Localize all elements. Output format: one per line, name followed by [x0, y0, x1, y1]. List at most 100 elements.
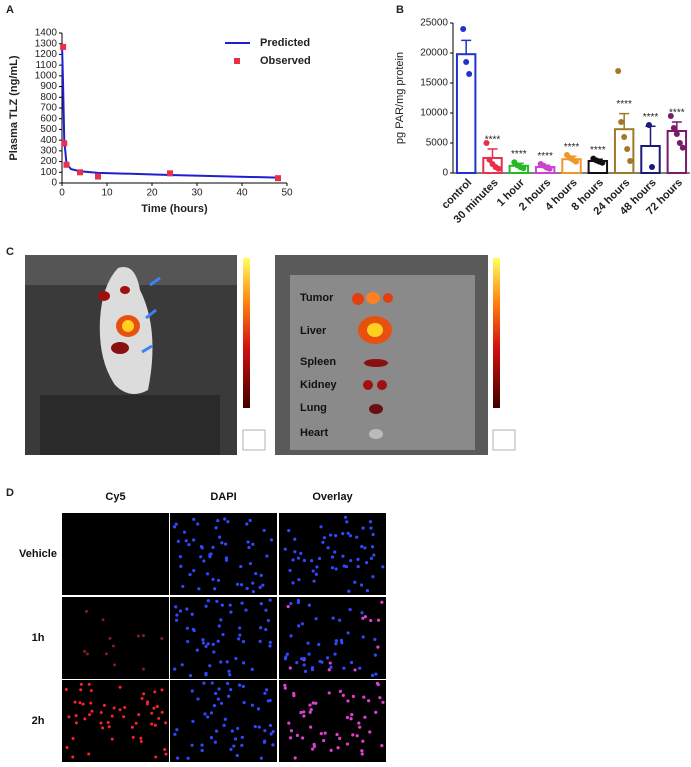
cell: [237, 637, 241, 641]
y-tick-label: 300: [40, 145, 57, 156]
cell: [363, 615, 367, 619]
cell: [291, 558, 295, 562]
cell: [201, 638, 205, 642]
cell: [212, 704, 217, 708]
cell: [64, 688, 68, 692]
cell: [329, 665, 333, 669]
significance: ****: [537, 151, 553, 162]
cell: [242, 700, 246, 705]
cell: [250, 703, 255, 707]
point: [679, 144, 686, 151]
cell: [289, 601, 293, 606]
cell: [211, 642, 215, 646]
micrograph: [62, 513, 169, 595]
cell: [302, 657, 307, 661]
cell: [370, 545, 375, 549]
cell: [190, 743, 194, 747]
cell: [369, 618, 373, 623]
cell: [240, 735, 244, 739]
cell: [314, 617, 318, 621]
cell: [334, 533, 338, 538]
cell: [353, 668, 357, 672]
cell: [319, 731, 323, 736]
cell: [296, 556, 301, 560]
cell: [295, 661, 299, 665]
cell: [155, 704, 159, 708]
cell: [287, 528, 291, 533]
significance: ****: [590, 145, 606, 156]
cell: [266, 618, 270, 623]
cell: [204, 644, 208, 648]
point: [520, 165, 527, 172]
cell: [300, 657, 304, 661]
cell: [293, 550, 297, 554]
micrograph-bg: [62, 513, 169, 595]
cell: [182, 530, 187, 534]
cell: [229, 610, 233, 614]
cell: [333, 652, 337, 656]
cell: [102, 703, 106, 707]
cell: [197, 587, 201, 591]
cell: [87, 752, 91, 756]
cell: [306, 641, 310, 645]
cell: [264, 627, 268, 632]
cell: [163, 748, 167, 752]
cell: [137, 713, 141, 717]
cell: [357, 721, 361, 725]
cell: [345, 742, 350, 746]
cell: [318, 659, 322, 664]
cell: [227, 694, 231, 698]
cell: [300, 622, 304, 626]
cell: [229, 688, 233, 692]
cell: [200, 748, 204, 753]
cell: [251, 590, 256, 594]
cell: [258, 639, 262, 643]
cell: [178, 609, 183, 613]
cell: [311, 569, 315, 573]
point: [667, 113, 674, 119]
cell: [234, 656, 238, 661]
y-tick-label: 5000: [426, 138, 449, 149]
cell: [141, 667, 145, 671]
cell: [214, 526, 218, 530]
cell: [65, 745, 69, 749]
cell: [178, 555, 182, 559]
cell: [153, 690, 157, 694]
micrograph: [279, 597, 386, 679]
cell: [362, 695, 366, 699]
y-tick-label: 20000: [420, 48, 448, 59]
cell: [213, 587, 217, 591]
cell: [150, 722, 154, 726]
point: [486, 156, 493, 163]
cell: [361, 526, 365, 530]
x-tick-label: 0: [59, 188, 65, 199]
cell: [160, 688, 164, 692]
cell: [89, 689, 93, 693]
cell: [184, 539, 188, 543]
point: [599, 159, 606, 166]
error-bar: [487, 148, 498, 158]
cell: [248, 518, 252, 523]
cell: [355, 734, 359, 738]
cell: [293, 756, 297, 760]
cell: [338, 689, 342, 693]
cell: [378, 696, 382, 700]
cell: [89, 701, 93, 705]
cell: [208, 664, 212, 668]
cell: [310, 559, 314, 563]
cell: [233, 737, 238, 741]
panel-label: B: [396, 4, 404, 16]
cell: [203, 712, 207, 716]
cell: [225, 681, 230, 686]
x-tick-label: 30: [191, 188, 203, 199]
significance: ****: [485, 135, 501, 146]
legend-label: Predicted: [260, 37, 310, 49]
cell: [185, 607, 189, 611]
point: [63, 161, 70, 168]
micrograph: [170, 513, 277, 595]
column-header: Overlay: [312, 491, 353, 503]
cell: [363, 546, 367, 550]
micrograph-bg: [62, 680, 169, 762]
cell: [314, 701, 318, 705]
point: [483, 140, 490, 146]
